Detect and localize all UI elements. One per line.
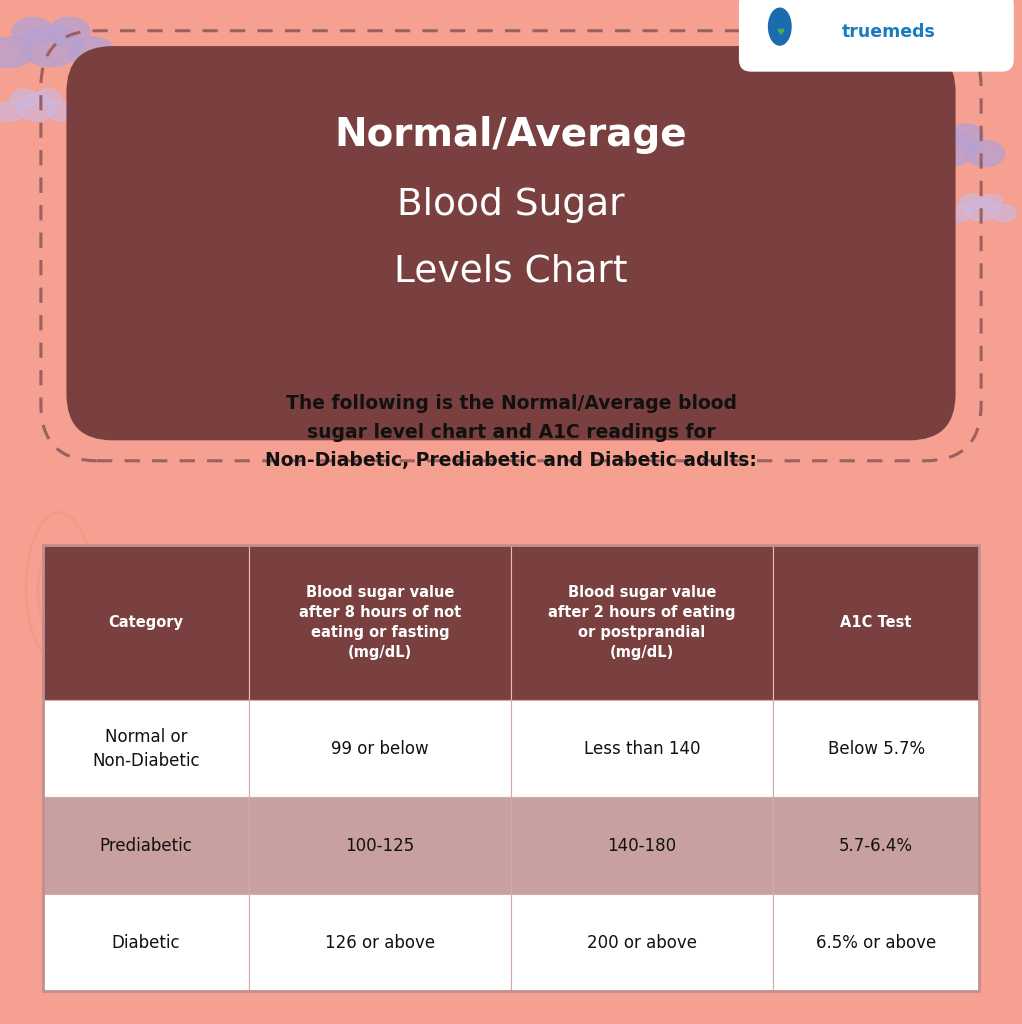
Ellipse shape bbox=[946, 205, 971, 222]
Ellipse shape bbox=[48, 101, 77, 122]
FancyBboxPatch shape bbox=[249, 700, 511, 798]
Ellipse shape bbox=[0, 101, 24, 122]
FancyBboxPatch shape bbox=[773, 700, 979, 798]
FancyBboxPatch shape bbox=[511, 700, 773, 798]
Text: Diabetic: Diabetic bbox=[111, 934, 180, 951]
Ellipse shape bbox=[965, 199, 998, 221]
Text: 99 or below: 99 or below bbox=[331, 740, 429, 758]
Text: truemeds: truemeds bbox=[842, 23, 936, 41]
Text: Blood sugar value
after 8 hours of not
eating or fasting
(mg/dL): Blood sugar value after 8 hours of not e… bbox=[298, 586, 461, 659]
Ellipse shape bbox=[960, 195, 982, 210]
Text: Prediabetic: Prediabetic bbox=[99, 837, 192, 855]
Text: Blood Sugar: Blood Sugar bbox=[398, 186, 624, 223]
Ellipse shape bbox=[896, 140, 935, 167]
Ellipse shape bbox=[925, 131, 977, 166]
Text: 6.5% or above: 6.5% or above bbox=[816, 934, 936, 951]
FancyBboxPatch shape bbox=[249, 798, 511, 894]
Ellipse shape bbox=[948, 124, 983, 148]
FancyBboxPatch shape bbox=[773, 798, 979, 894]
Ellipse shape bbox=[980, 195, 1003, 210]
Text: The following is the Normal/Average blood
sugar level chart and A1C readings for: The following is the Normal/Average bloo… bbox=[265, 394, 757, 470]
FancyBboxPatch shape bbox=[43, 700, 249, 798]
Ellipse shape bbox=[769, 8, 791, 45]
Ellipse shape bbox=[69, 37, 114, 68]
Text: 5.7-6.4%: 5.7-6.4% bbox=[839, 837, 913, 855]
FancyBboxPatch shape bbox=[66, 46, 956, 440]
Text: 200 or above: 200 or above bbox=[587, 934, 697, 951]
Ellipse shape bbox=[35, 89, 61, 108]
FancyBboxPatch shape bbox=[43, 545, 249, 700]
FancyBboxPatch shape bbox=[773, 545, 979, 700]
Ellipse shape bbox=[10, 89, 37, 108]
Text: Blood sugar value
after 2 hours of eating
or postprandial
(mg/dL): Blood sugar value after 2 hours of eatin… bbox=[549, 586, 736, 659]
FancyBboxPatch shape bbox=[773, 894, 979, 991]
Ellipse shape bbox=[918, 124, 953, 148]
Text: Normal or
Non-Diabetic: Normal or Non-Diabetic bbox=[92, 728, 199, 770]
Text: ♥: ♥ bbox=[776, 29, 784, 37]
FancyBboxPatch shape bbox=[249, 894, 511, 991]
Text: 140-180: 140-180 bbox=[607, 837, 677, 855]
Text: Less than 140: Less than 140 bbox=[584, 740, 700, 758]
FancyBboxPatch shape bbox=[511, 894, 773, 991]
FancyBboxPatch shape bbox=[43, 894, 249, 991]
Text: Below 5.7%: Below 5.7% bbox=[828, 740, 925, 758]
Text: Category: Category bbox=[108, 615, 183, 630]
Ellipse shape bbox=[16, 94, 56, 121]
Ellipse shape bbox=[12, 17, 53, 46]
FancyBboxPatch shape bbox=[511, 545, 773, 700]
Ellipse shape bbox=[966, 140, 1005, 167]
FancyBboxPatch shape bbox=[739, 0, 1014, 72]
Ellipse shape bbox=[49, 17, 90, 46]
FancyBboxPatch shape bbox=[43, 798, 249, 894]
Ellipse shape bbox=[991, 205, 1016, 222]
Text: A1C Test: A1C Test bbox=[840, 615, 912, 630]
Ellipse shape bbox=[0, 37, 33, 68]
Text: 126 or above: 126 or above bbox=[325, 934, 435, 951]
Text: Levels Chart: Levels Chart bbox=[394, 253, 628, 290]
FancyBboxPatch shape bbox=[249, 545, 511, 700]
Text: Normal/Average: Normal/Average bbox=[334, 116, 688, 155]
Text: 100-125: 100-125 bbox=[345, 837, 415, 855]
FancyBboxPatch shape bbox=[511, 798, 773, 894]
Ellipse shape bbox=[20, 26, 82, 67]
